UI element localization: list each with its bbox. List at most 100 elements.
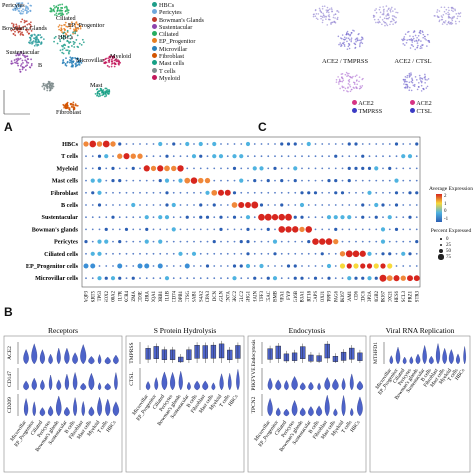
dotplot-gene-label: CCDC6 xyxy=(361,290,366,302)
dotplot-gene-label: JCHAIN xyxy=(253,290,258,302)
dotplot-dot xyxy=(395,216,398,219)
dotplot-dot xyxy=(206,277,209,280)
dotplot-dot xyxy=(253,143,256,145)
dotplot-dot xyxy=(90,251,95,256)
dotplot-dot xyxy=(111,215,115,219)
dotplot-dot xyxy=(125,277,128,280)
dotplot-dot xyxy=(375,228,378,231)
dot-icon xyxy=(352,100,357,105)
dotplot-dot xyxy=(280,240,283,243)
umap-legend-item: Ciliated xyxy=(152,31,220,38)
panel-letter-a: A xyxy=(4,120,13,134)
dotplot-dot xyxy=(152,143,155,145)
dotplot-dot xyxy=(226,252,229,255)
dotplot-dot xyxy=(253,216,256,219)
dotplot-dot xyxy=(226,167,229,170)
dotplot-dot xyxy=(379,274,387,282)
dotplot-dot xyxy=(220,240,222,243)
dotplot-dot xyxy=(374,276,378,280)
dotplot-dot xyxy=(139,216,141,219)
dotplot-dot xyxy=(287,277,290,280)
dotplot-dot xyxy=(333,215,338,220)
dotplot-dot xyxy=(415,216,418,219)
dotplot-dot xyxy=(287,252,290,255)
dotplot-dot xyxy=(260,240,263,243)
violin-mark xyxy=(308,406,314,417)
violin-mark xyxy=(442,347,447,365)
dotplot-dot xyxy=(368,204,371,206)
dotplot-dot xyxy=(85,228,87,231)
violin-gene-label: ACE2 xyxy=(7,346,13,360)
dotplot-dot xyxy=(139,143,141,145)
dotplot-dot xyxy=(226,240,229,243)
dotplot-dot xyxy=(334,227,338,231)
dot-icon xyxy=(152,74,157,80)
dotplot-dot xyxy=(347,215,352,220)
dotplot-dot xyxy=(152,191,155,194)
dotplot-dot xyxy=(401,154,406,159)
dotplot-dot xyxy=(159,277,162,280)
dotplot-dot xyxy=(260,252,263,255)
dotplot-dot xyxy=(111,166,115,170)
dotplot-dot xyxy=(139,228,141,231)
violin-mark xyxy=(389,355,394,365)
dotplot-row-label: B cells xyxy=(61,202,79,209)
violin-mark xyxy=(73,397,78,417)
dotplot-dot xyxy=(179,265,182,267)
dotplot-gene-label: MKI67 xyxy=(341,290,346,302)
dotplot-dot xyxy=(314,155,317,158)
violin-mark xyxy=(112,401,120,417)
dotplot-gene-label: HLA-DRA xyxy=(145,290,150,302)
dotplot-dot xyxy=(293,142,297,146)
dotplot-dot xyxy=(253,228,256,231)
dotplot-dot xyxy=(272,276,278,281)
violin-mark xyxy=(105,398,111,417)
dotplot-dot xyxy=(345,250,353,258)
dotplot-dot xyxy=(402,216,405,219)
dotplot-dot xyxy=(280,265,283,267)
dotplot-dot xyxy=(328,191,330,194)
dotplot-dot xyxy=(118,142,122,146)
dotplot-dot xyxy=(159,155,162,158)
dotplot-dot xyxy=(247,191,249,194)
dotplot-dot xyxy=(278,226,286,233)
dotplot-row-label: Microvillar cells xyxy=(35,275,78,282)
violin-mark xyxy=(463,346,466,365)
dotplot-dot xyxy=(382,143,384,145)
dotplot-gene-label: FYP xyxy=(287,291,292,300)
dotplot-gene-label: SOX21 xyxy=(388,290,393,302)
dotplot-dot xyxy=(320,252,324,256)
dotplot-dot xyxy=(348,191,351,194)
dotplot-dot xyxy=(185,215,189,219)
dotplot-gene-label: SCN7A xyxy=(226,290,231,302)
dotplot-dot xyxy=(386,275,393,282)
dotplot-dot xyxy=(85,216,87,219)
dotplot-dot xyxy=(104,154,109,159)
dotplot-gene-label: CTSG xyxy=(186,290,191,302)
dotplot-dot xyxy=(401,251,406,256)
dotplot-dot xyxy=(131,202,136,208)
dotplot-dot xyxy=(341,240,344,243)
color-tick-label: 2 xyxy=(444,194,447,199)
dotplot-dot xyxy=(158,215,163,220)
dotplot-dot xyxy=(150,165,157,172)
dotplot-dot xyxy=(361,143,364,145)
dotplot-dot xyxy=(259,203,264,207)
dotplot-dot xyxy=(300,215,304,219)
dotplot-dot xyxy=(327,179,331,183)
dotplot-dot xyxy=(204,177,211,184)
dotplot-dot xyxy=(172,277,175,280)
dotplot-gene-label: MSMB xyxy=(274,291,279,302)
dotplot-dot xyxy=(96,141,103,147)
dotplot-dot xyxy=(278,213,286,221)
dotplot-dot xyxy=(132,228,135,231)
dotplot-dot xyxy=(226,216,229,219)
dotplot-dot xyxy=(294,204,297,206)
dotplot-dot xyxy=(395,167,398,170)
dotplot-dot xyxy=(199,228,202,231)
umap-legend-item: Fibroblast xyxy=(152,53,220,60)
dotplot-dot xyxy=(334,154,338,158)
dotplot-dot xyxy=(206,167,209,170)
violin-mark xyxy=(415,353,421,365)
dotplot-gene-label: AQP3 xyxy=(85,290,90,302)
